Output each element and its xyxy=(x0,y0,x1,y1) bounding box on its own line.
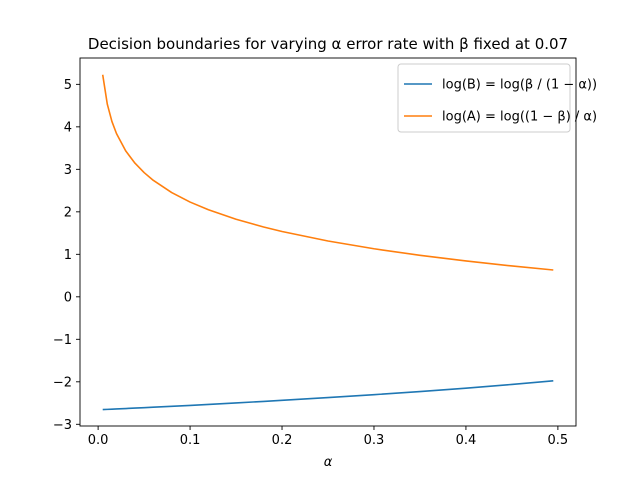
legend-entry-1: log(B) = log(β / (1 − α)) xyxy=(442,78,597,93)
plot-area xyxy=(101,74,554,411)
y-tick-label: 1 xyxy=(64,248,72,263)
series-line-1 xyxy=(102,380,554,411)
legend: log(B) = log(β / (1 − α)) log(A) = log((1… xyxy=(397,63,597,133)
axes: 0.0 0.1 0.2 0.3 0.4 0.5 −3 −2 −1 0 1 2 3 4 5 xyxy=(53,57,577,448)
legend-entry-2: log(A) = log((1 − β) / α) xyxy=(442,110,597,125)
y-tick-label: 2 xyxy=(64,205,72,220)
x-tick-label: 0.4 xyxy=(456,433,477,448)
y-tick-label: −1 xyxy=(53,333,72,348)
x-tick-label: 0.1 xyxy=(180,433,201,448)
chart-title: Decision boundaries for varying α error … xyxy=(88,35,568,53)
x-tick-label: 0.0 xyxy=(88,433,109,448)
y-tick-label: 4 xyxy=(64,120,72,135)
y-tick-label: 5 xyxy=(64,78,72,93)
y-tick-label: −3 xyxy=(53,418,72,433)
x-tick-label: 0.3 xyxy=(364,433,385,448)
y-tick-label: −2 xyxy=(53,375,72,390)
y-tick-label: 3 xyxy=(64,163,72,178)
axes-frame xyxy=(79,57,577,427)
x-axis-label: α xyxy=(324,455,333,470)
series-line-2 xyxy=(101,74,554,271)
legend-box xyxy=(397,63,571,133)
x-tick-label: 0.2 xyxy=(272,433,293,448)
x-tick-label: 0.5 xyxy=(548,433,569,448)
y-tick-label: 0 xyxy=(64,290,72,305)
